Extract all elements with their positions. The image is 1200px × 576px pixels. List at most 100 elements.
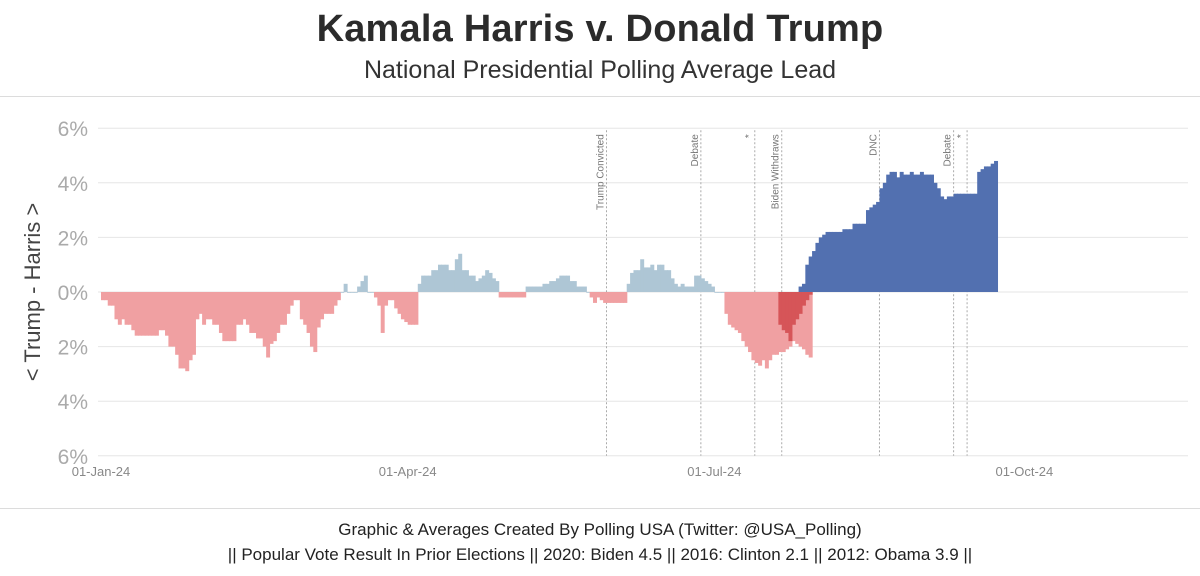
data-bar (667, 270, 672, 292)
data-bar (808, 292, 813, 358)
data-bar (855, 223, 860, 292)
event-label: * (744, 134, 755, 138)
data-bar (737, 292, 742, 333)
data-bar (377, 292, 382, 306)
data-bar (626, 283, 631, 292)
data-bar (859, 223, 864, 292)
data-bar (394, 292, 399, 309)
data-bar (758, 292, 763, 366)
data-bar (131, 292, 136, 331)
data-bar (700, 278, 705, 292)
footer-divider (0, 508, 1200, 509)
data-bar (528, 286, 533, 292)
data-bar (781, 292, 786, 331)
y-axis-ticks: 6% 4% 2% 0% 2% 4% 6% (58, 118, 88, 469)
data-bar (215, 292, 220, 325)
data-bar (680, 283, 685, 292)
data-bar (535, 286, 540, 292)
data-bar (764, 292, 769, 369)
data-bar (596, 292, 601, 298)
y-tick-label: 2% (58, 337, 88, 360)
data-bar (289, 292, 294, 306)
data-bar (242, 292, 247, 320)
data-bar (650, 264, 655, 292)
data-bar (896, 177, 901, 292)
data-bar (646, 267, 651, 292)
data-bar (151, 292, 156, 336)
data-bar (933, 182, 938, 292)
data-bar (451, 270, 456, 292)
data-bar (279, 292, 284, 325)
data-bar (195, 292, 200, 320)
data-bar (124, 292, 129, 325)
data-bar (491, 278, 496, 292)
data-bar (913, 174, 918, 292)
data-bar (165, 292, 169, 336)
data-bar (710, 286, 715, 292)
data-bar (117, 292, 122, 325)
data-bar (892, 171, 897, 292)
data-bar (347, 292, 351, 293)
x-axis-ticks: 01-Jan-24 01-Apr-24 01-Jul-24 01-Oct-24 (72, 464, 1054, 479)
data-bar (181, 292, 186, 369)
data-bar (623, 292, 628, 303)
data-bar (845, 229, 850, 292)
data-bar (384, 292, 389, 306)
data-bar (761, 292, 766, 361)
data-bar (498, 292, 503, 298)
data-bar (390, 292, 395, 301)
data-bar (218, 292, 223, 333)
data-bar (299, 292, 304, 320)
data-bars (101, 160, 999, 372)
data-bar (572, 281, 577, 292)
data-bar (990, 163, 995, 292)
data-bar (805, 292, 810, 301)
data-bar (438, 264, 442, 292)
data-bar (916, 174, 921, 292)
data-bar (111, 292, 116, 306)
data-bar (687, 286, 692, 292)
data-bar (950, 196, 955, 292)
data-bar (970, 193, 975, 292)
data-bar (175, 292, 180, 355)
data-bar (946, 196, 951, 292)
event-label: Biden Withdraws (771, 134, 782, 209)
chart-title: Kamala Harris v. Donald Trump (316, 8, 884, 50)
data-bar (316, 292, 321, 328)
data-bar (576, 286, 581, 292)
data-bar (461, 270, 466, 292)
data-bar (613, 292, 618, 303)
data-bar (828, 231, 833, 292)
data-bar (532, 286, 537, 292)
data-bar (967, 193, 972, 292)
data-bar (188, 292, 193, 361)
data-bar (441, 264, 446, 292)
chart-canvas: Trump Convicted Debate * Biden Withdraws DNC… (20, 118, 1188, 479)
data-bar (539, 286, 544, 292)
data-bar (670, 278, 675, 292)
data-bar (104, 292, 109, 301)
data-bar (320, 292, 325, 320)
data-bar (185, 292, 190, 372)
data-bar (360, 281, 365, 292)
data-bar (478, 278, 483, 292)
data-bar (448, 270, 453, 292)
data-bar (330, 292, 335, 314)
data-bar (266, 292, 271, 358)
event-label: * (956, 134, 967, 138)
data-bar (852, 223, 857, 292)
data-bar (434, 270, 439, 292)
data-bar (239, 292, 244, 325)
data-bar (373, 292, 378, 298)
data-bar (798, 292, 803, 347)
data-bar (191, 292, 196, 355)
data-bar (663, 270, 668, 292)
data-bar (141, 292, 146, 336)
data-bar (178, 292, 183, 369)
data-bar (272, 292, 277, 342)
data-bar (616, 292, 621, 303)
data-bar (343, 283, 348, 292)
data-bar (906, 174, 911, 292)
data-bar (599, 292, 604, 301)
data-bar (936, 188, 941, 292)
